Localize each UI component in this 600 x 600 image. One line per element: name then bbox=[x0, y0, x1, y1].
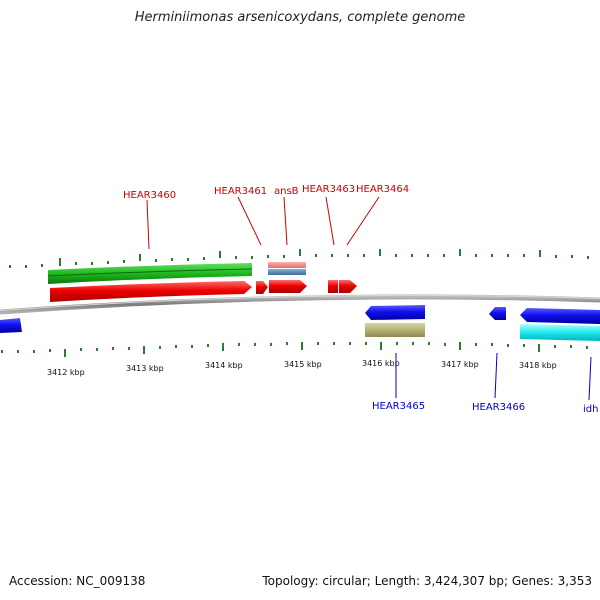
accession-text: Accession: NC_009138 bbox=[9, 574, 146, 588]
reverse-gene-arrows bbox=[0, 305, 600, 333]
scale-tick-label: 3412 kbp bbox=[47, 368, 85, 377]
upper-tick-row bbox=[9, 249, 589, 268]
gene-label-hear3463[interactable]: HEAR3463 bbox=[302, 184, 355, 195]
genome-backbone bbox=[0, 294, 600, 315]
scale-tick-label: 3416 kbp bbox=[362, 359, 400, 368]
forward-leader-lines bbox=[146, 196, 380, 250]
scale-tick-label: 3413 kbp bbox=[126, 364, 164, 373]
gene-label-hear3466[interactable]: HEAR3466 bbox=[472, 402, 525, 413]
lower-tick-row bbox=[1, 342, 588, 357]
green-gene-bar bbox=[47, 263, 253, 284]
gene-label-idh[interactable]: idh bbox=[583, 404, 598, 415]
scale-tick-label: 3417 kbp bbox=[441, 360, 479, 369]
scale-tick-label: 3415 kbp bbox=[284, 360, 322, 369]
scale-tick-label: 3418 kbp bbox=[519, 361, 557, 370]
gene-label-ansb[interactable]: ansB bbox=[274, 186, 299, 197]
scale-tick-label: 3414 kbp bbox=[205, 361, 243, 370]
olive-feature-bar bbox=[365, 323, 425, 337]
map-title: Herminiimonas arsenicoxydans, complete g… bbox=[134, 10, 466, 25]
gene-label-hear3461[interactable]: HEAR3461 bbox=[214, 186, 267, 197]
gene-label-hear3464[interactable]: HEAR3464 bbox=[356, 184, 409, 195]
forward-gene-arrows bbox=[50, 280, 357, 302]
topology-text: Topology: circular; Length: 3,424,307 bp… bbox=[262, 574, 592, 588]
gene-label-hear3460[interactable]: HEAR3460 bbox=[123, 190, 176, 201]
reverse-leader-lines bbox=[395, 352, 592, 401]
cyan-feature-bar bbox=[520, 324, 600, 341]
gene-label-hear3465[interactable]: HEAR3465 bbox=[372, 401, 425, 412]
ansb-feature-bars bbox=[268, 262, 306, 275]
